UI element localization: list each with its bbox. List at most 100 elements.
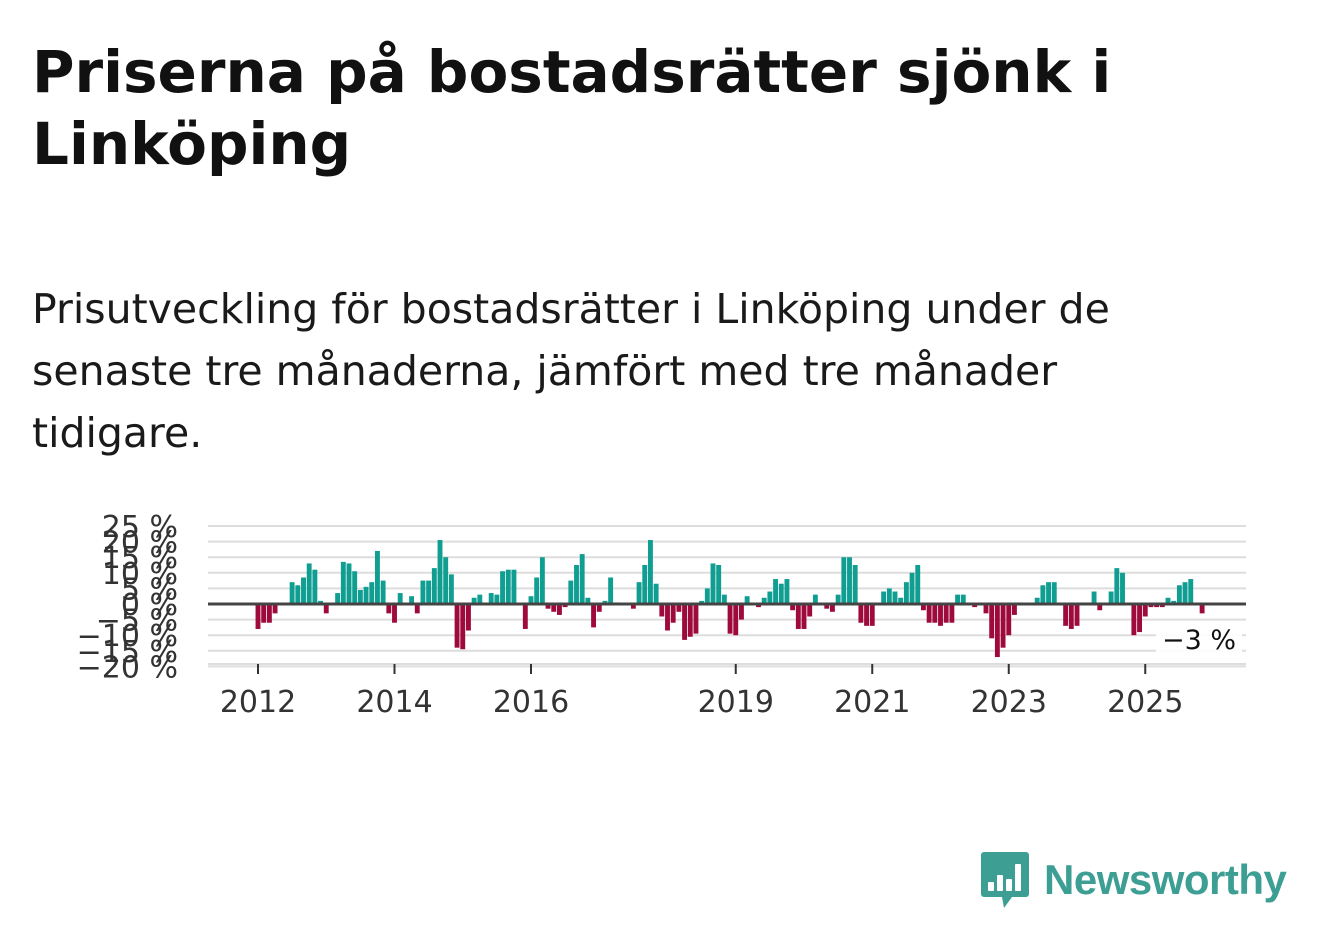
- bar: [511, 569, 517, 604]
- bar: [409, 596, 415, 604]
- bar: [647, 540, 653, 604]
- bar: [556, 604, 562, 615]
- bar: [795, 604, 801, 629]
- bar: [420, 580, 426, 604]
- bar: [1046, 582, 1052, 604]
- bar: [960, 594, 966, 604]
- bar: [386, 604, 392, 614]
- bar: [989, 604, 995, 639]
- bar: [869, 604, 875, 626]
- bar: [346, 563, 352, 604]
- bar: [841, 557, 847, 604]
- bar: [847, 557, 852, 604]
- bar: [886, 588, 892, 604]
- bar: [1120, 572, 1125, 604]
- bar: [414, 604, 420, 614]
- bar: [807, 604, 813, 617]
- y-tick-label: 20 %: [102, 526, 178, 561]
- bar: [574, 565, 579, 604]
- x-tick-label: 2025: [1107, 685, 1183, 720]
- bar: [352, 571, 358, 604]
- bar: [653, 583, 659, 604]
- bar: [591, 604, 597, 628]
- bar: [437, 540, 443, 604]
- bar: [392, 604, 397, 623]
- bar: [1148, 604, 1154, 608]
- bar: [448, 574, 454, 604]
- bar: [596, 604, 602, 612]
- bar: [938, 604, 943, 626]
- bar: [431, 568, 437, 604]
- bar: [926, 604, 932, 623]
- bar: [397, 593, 403, 604]
- y-tick-label: 0 %: [121, 588, 178, 623]
- bar: [682, 604, 688, 640]
- bar: [465, 604, 471, 631]
- bar: [494, 594, 500, 604]
- y-tick-label: 25 %: [102, 510, 178, 545]
- y-tick-label: −10 %: [77, 619, 178, 654]
- bar: [716, 565, 722, 604]
- bar: [864, 604, 870, 626]
- bar: [659, 604, 665, 617]
- bar: [1114, 568, 1120, 604]
- bar: [1159, 604, 1165, 608]
- bar: [1011, 604, 1017, 615]
- bar: [295, 585, 301, 604]
- x-tick-label: 2016: [493, 685, 569, 720]
- bar: [909, 572, 915, 604]
- bar: [488, 593, 494, 604]
- chart-subtitle: Prisutveckling för bostadsrätter i Linkö…: [32, 285, 1110, 457]
- x-tick-label: 2023: [971, 685, 1047, 720]
- x-tick-label: 2019: [698, 685, 774, 720]
- bar: [1165, 597, 1171, 604]
- bar: [756, 604, 761, 608]
- bar: [505, 569, 511, 604]
- bar: [943, 604, 949, 623]
- bar: [1006, 604, 1012, 636]
- bar: [829, 604, 835, 612]
- y-tick-label: −15 %: [77, 635, 178, 670]
- end-label-group: −3 %: [1156, 623, 1242, 656]
- bar: [704, 588, 710, 604]
- bar: [920, 604, 926, 611]
- bar: [340, 561, 346, 604]
- bar: [534, 577, 540, 604]
- bar: [915, 565, 921, 604]
- bar: [460, 604, 466, 650]
- newsworthy-logo: Newsworthy: [980, 848, 1287, 912]
- bar: [357, 589, 363, 604]
- y-tick-label: −20 %: [77, 650, 178, 685]
- bars: [255, 540, 1205, 658]
- bar: [1034, 597, 1040, 604]
- bar: [1188, 579, 1194, 604]
- bar: [699, 600, 705, 604]
- bar: [892, 591, 898, 604]
- bar: [363, 586, 369, 604]
- bar: [579, 554, 585, 604]
- bar: [443, 557, 449, 604]
- bar: [1171, 600, 1177, 604]
- bar: [539, 557, 545, 604]
- bar: [562, 604, 568, 608]
- bar: [738, 604, 744, 620]
- bar: [477, 594, 483, 604]
- bar: [778, 583, 784, 604]
- bar: [500, 571, 506, 604]
- bar: [1051, 582, 1057, 604]
- bar: [983, 604, 989, 614]
- bar: [642, 565, 648, 604]
- bar: [767, 591, 773, 604]
- bar: [881, 591, 887, 604]
- bar: [1097, 604, 1103, 611]
- bar: [1154, 604, 1160, 608]
- bar: [824, 604, 830, 609]
- bar: [528, 596, 534, 604]
- bar: [1074, 604, 1080, 626]
- bar: [545, 604, 551, 609]
- bar: [289, 582, 295, 604]
- bar: [852, 565, 858, 604]
- bar: [255, 604, 261, 629]
- bar: [272, 604, 278, 614]
- bar: [676, 604, 682, 612]
